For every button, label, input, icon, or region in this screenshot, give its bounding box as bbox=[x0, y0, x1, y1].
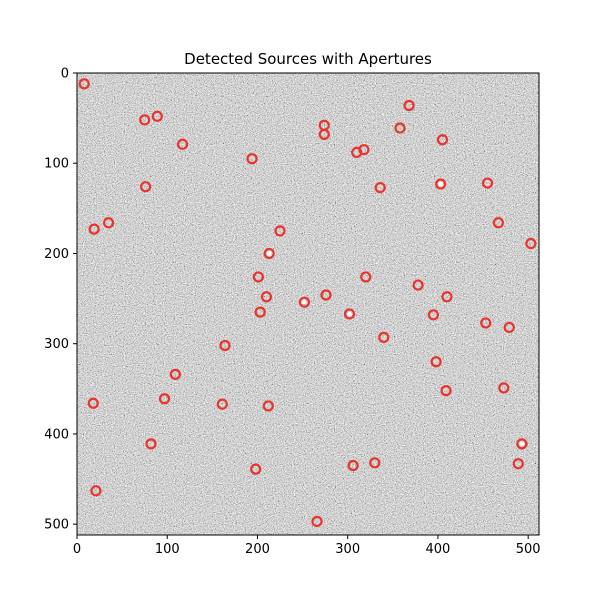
plot-frame bbox=[76, 72, 540, 536]
apertures bbox=[78, 78, 537, 528]
x-tick-label-0: 0 bbox=[73, 542, 81, 557]
aperture-31 bbox=[427, 309, 440, 321]
aperture-38 bbox=[498, 382, 510, 394]
aperture-26 bbox=[320, 289, 332, 301]
x-tick-label-200: 200 bbox=[245, 542, 270, 557]
aperture-51 bbox=[311, 515, 323, 528]
x-tick-label-300: 300 bbox=[335, 542, 360, 557]
bright-source-2 bbox=[519, 441, 525, 447]
aperture-45 bbox=[516, 438, 528, 450]
bright-source-0 bbox=[302, 299, 307, 305]
x-tick-label-100: 100 bbox=[155, 542, 180, 557]
y-tick-label-400: 400 bbox=[44, 427, 69, 442]
aperture-34 bbox=[378, 331, 390, 343]
aperture-24 bbox=[412, 279, 424, 291]
y-axis: 0 100 200 300 400 500 bbox=[44, 67, 77, 533]
aperture-5 bbox=[394, 122, 406, 134]
aperture-37 bbox=[169, 368, 181, 380]
aperture-39 bbox=[440, 385, 452, 397]
aperture-19 bbox=[274, 225, 286, 237]
aperture-29 bbox=[254, 306, 266, 318]
y-tick-label-100: 100 bbox=[44, 157, 69, 172]
aperture-13 bbox=[481, 177, 494, 189]
aperture-10 bbox=[351, 146, 363, 159]
aperture-47 bbox=[369, 457, 381, 469]
y-tick-label-500: 500 bbox=[44, 518, 69, 533]
aperture-41 bbox=[87, 397, 99, 409]
aperture-35 bbox=[219, 339, 231, 352]
aperture-43 bbox=[262, 400, 274, 412]
chart-title: Detected Sources with Apertures bbox=[184, 50, 432, 68]
aperture-11 bbox=[246, 153, 258, 165]
plot-area bbox=[76, 72, 540, 536]
aperture-27 bbox=[441, 291, 453, 303]
bright-source-1 bbox=[438, 181, 443, 187]
x-axis: 0 100 200 300 400 500 bbox=[73, 535, 541, 557]
aperture-48 bbox=[347, 459, 359, 472]
aperture-22 bbox=[252, 271, 264, 283]
aperture-4 bbox=[403, 99, 415, 112]
aperture-50 bbox=[90, 485, 102, 497]
aperture-6 bbox=[318, 128, 330, 140]
x-tick-label-500: 500 bbox=[516, 542, 541, 557]
y-tick-label-300: 300 bbox=[44, 337, 69, 352]
aperture-23 bbox=[360, 271, 372, 283]
aperture-7 bbox=[436, 134, 449, 146]
x-tick-label-400: 400 bbox=[426, 542, 451, 557]
aperture-21 bbox=[263, 247, 275, 260]
aperture-18 bbox=[492, 217, 505, 229]
aperture-17 bbox=[88, 223, 100, 235]
y-tick-label-0: 0 bbox=[61, 67, 69, 82]
aperture-36 bbox=[430, 356, 442, 368]
aperture-8 bbox=[176, 138, 189, 150]
aperture-0 bbox=[78, 78, 90, 90]
aperture-28 bbox=[298, 296, 311, 308]
aperture-32 bbox=[480, 317, 492, 329]
aperture-12 bbox=[435, 178, 447, 190]
bright-source-4 bbox=[266, 251, 272, 256]
bright-sources bbox=[266, 181, 525, 447]
aperture-40 bbox=[158, 393, 171, 405]
aperture-25 bbox=[260, 291, 273, 303]
aperture-15 bbox=[374, 181, 386, 194]
aperture-14 bbox=[139, 181, 152, 193]
aperture-1 bbox=[151, 110, 163, 122]
aperture-33 bbox=[503, 321, 515, 334]
aperture-16 bbox=[102, 217, 115, 229]
aperture-46 bbox=[512, 458, 524, 470]
y-tick-label-200: 200 bbox=[44, 247, 69, 262]
aperture-49 bbox=[250, 463, 262, 475]
aperture-2 bbox=[139, 114, 151, 126]
aperture-30 bbox=[343, 308, 356, 320]
aperture-44 bbox=[145, 438, 157, 450]
aperture-20 bbox=[525, 237, 537, 250]
aperture-42 bbox=[216, 398, 228, 410]
bright-source-3 bbox=[347, 311, 352, 317]
